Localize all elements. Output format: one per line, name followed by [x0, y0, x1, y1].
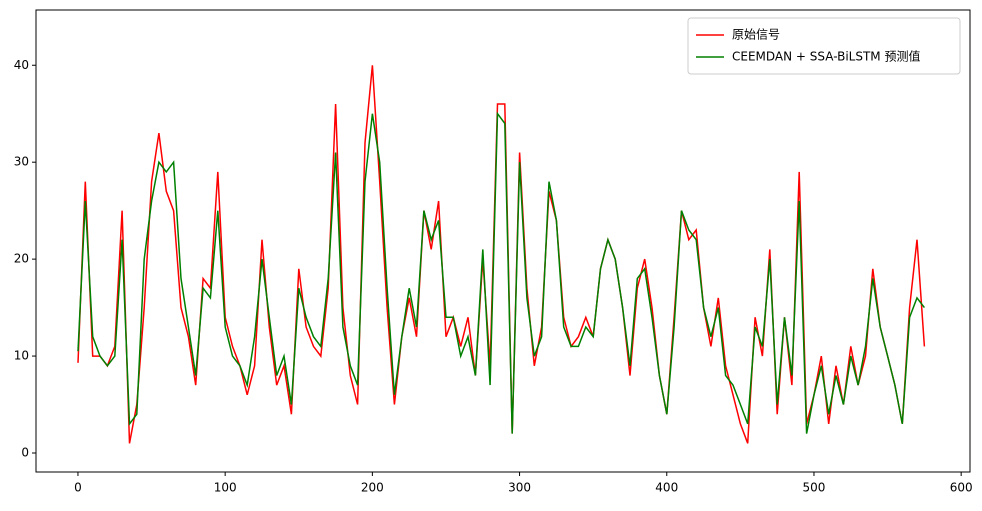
y-tick-label: 30 — [14, 155, 29, 169]
x-tick-label: 400 — [655, 481, 678, 495]
y-tick-label: 40 — [14, 58, 29, 72]
x-tick-label: 0 — [74, 481, 82, 495]
data-line — [77, 111, 925, 434]
y-tick-label: 0 — [21, 446, 29, 460]
legend-box — [687, 17, 961, 75]
y-tick-label: 20 — [14, 252, 29, 266]
x-tick-label: 100 — [214, 481, 237, 495]
x-tick-label: 600 — [950, 481, 973, 495]
y-tick-label: 10 — [14, 349, 29, 363]
x-tick-label: 300 — [508, 481, 531, 495]
x-tick-label: 200 — [361, 481, 384, 495]
legend-label: 原始信号 — [732, 28, 780, 42]
legend-label: CEEMDAN + SSA-BiLSTM 预测值 — [732, 49, 920, 64]
x-tick-label: 500 — [803, 481, 826, 495]
plot-frame — [35, 9, 971, 473]
